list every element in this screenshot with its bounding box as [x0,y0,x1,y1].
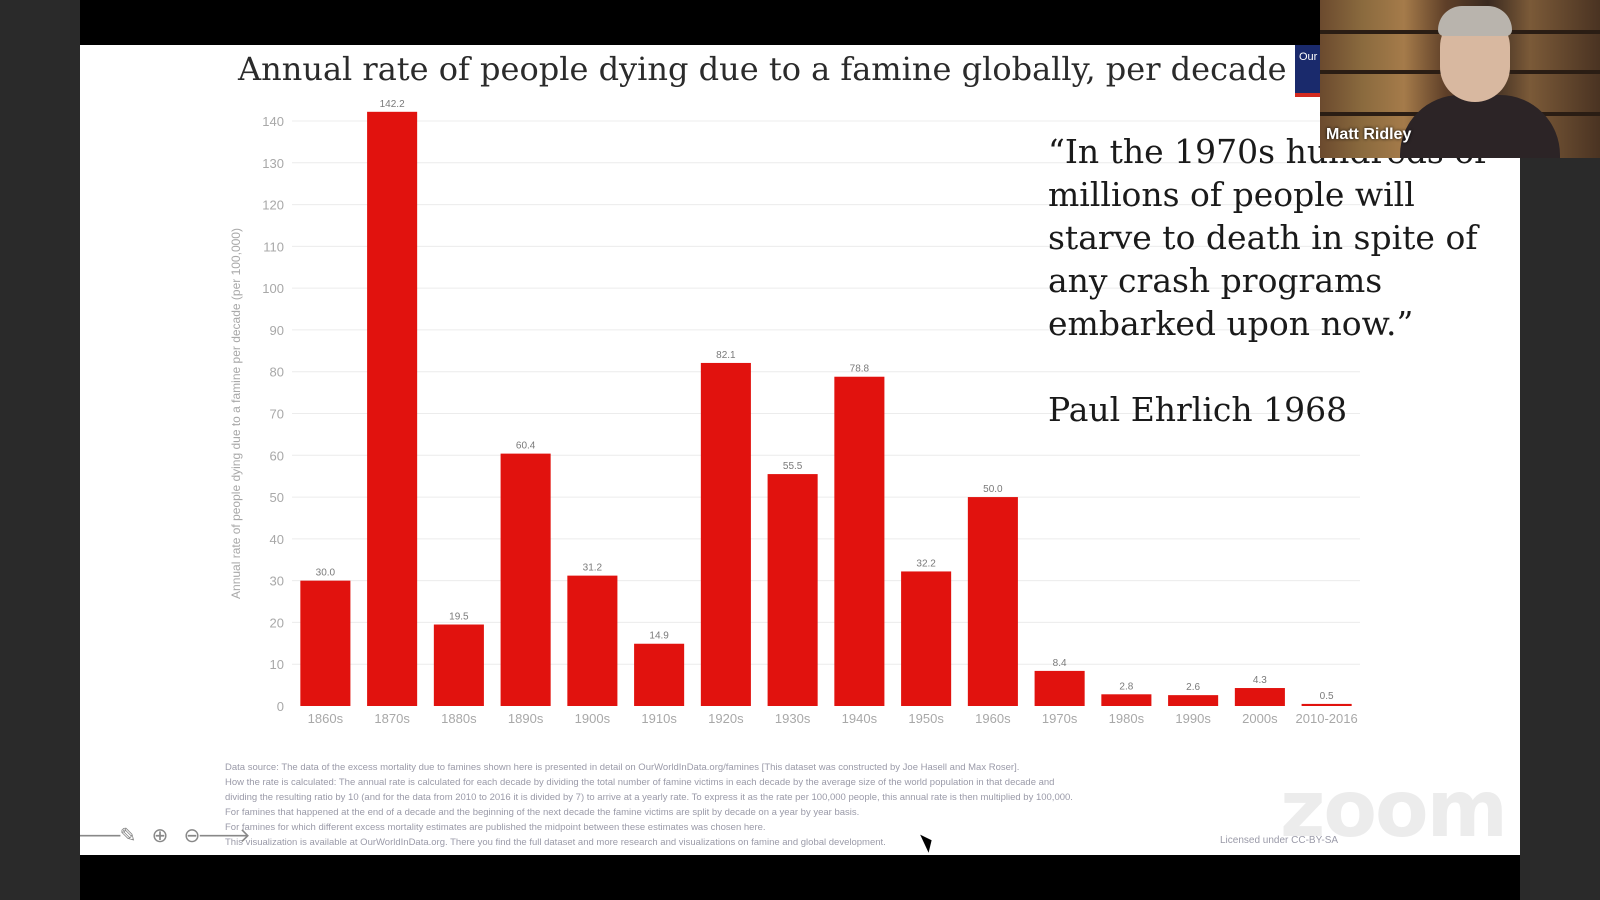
y-tick-label: 120 [262,198,284,213]
bar-value-label: 82.1 [716,350,736,361]
bar-value-label: 142.2 [380,99,405,110]
y-tick-label: 10 [270,657,284,672]
y-tick-label: 30 [270,574,284,589]
bar [967,497,1018,706]
x-tick-label: 1930s [775,711,811,726]
participant-name: Matt Ridley [1326,126,1412,143]
footnote-line: dividing the resulting ratio by 10 (and … [225,792,1073,803]
bar [834,376,885,706]
x-tick-label: 1880s [441,711,477,726]
x-tick-label: 2010-2016 [1296,711,1358,726]
bar [433,624,484,706]
y-tick-label: 110 [263,239,284,254]
x-tick-label: 1860s [308,711,344,726]
participant-body [1400,95,1560,158]
bar-value-label: 31.2 [583,563,603,574]
y-tick-label: 90 [270,323,284,338]
slide-title: Annual rate of people dying due to a fam… [238,50,1287,88]
bar-value-label: 78.8 [850,364,870,375]
famine-bar-chart: 0 10 20 30 40 50 60 70 80 90 100 110 120 130 140 Annual… [229,99,1360,726]
bar-value-label: 0.5 [1320,691,1334,702]
x-tick-label: 1950s [908,711,944,726]
bars [300,111,1352,707]
bar [901,571,952,706]
bar-value-label: 2.8 [1119,681,1133,692]
footnote-line: For famines that happened at the end of … [225,807,860,818]
footnote-line: How the rate is calculated: The annual r… [225,777,1055,788]
x-tick-label: 1920s [708,711,744,726]
zoom-in-icon[interactable]: ⊕ [151,824,169,847]
bar [1234,688,1285,706]
y-tick-label: 130 [262,156,284,171]
left-letterbox [0,0,80,900]
x-tick-label: 1990s [1175,711,1211,726]
bar-value-label: 2.6 [1186,682,1200,693]
arrow-right-icon[interactable]: 🡒 [197,824,251,847]
x-tick-label: 1890s [508,711,544,726]
y-tick-label: 100 [262,281,284,296]
zoom-watermark: zoom [1280,765,1508,855]
footnote-line: For famines for which different excess m… [225,822,766,833]
footnote-line: Data source: The data of the excess mort… [225,762,1020,773]
slide-controls: 🡐 ✎ ⊕ ⊖ 🡒 [80,820,251,850]
bar-value-label: 19.5 [449,612,469,623]
ehrlich-quote: “In the 1970s hundreds of millions of pe… [1048,132,1487,343]
bar [567,575,618,706]
y-tick-label: 50 [270,490,284,505]
y-tick-label: 80 [270,365,284,380]
presentation-slide: Annual rate of people dying due to a fam… [80,45,1520,855]
bar [1168,695,1219,706]
bar-value-label: 14.9 [649,631,669,642]
zoom-out-icon[interactable]: ⊖ [183,824,201,847]
bar-value-label: 60.4 [516,441,536,452]
bar-value-label: 32.2 [916,558,936,569]
y-tick-label: 70 [270,407,284,422]
participant-hair [1438,6,1512,36]
y-axis-label: Annual rate of people dying due to a fam… [229,228,243,599]
bar-value-label: 8.4 [1053,658,1067,669]
license-text: Licensed under CC-BY-SA [1220,835,1339,846]
footnote-line: This visualization is available at OurWo… [225,837,886,848]
y-tick-label: 60 [270,448,284,463]
x-tick-label: 1960s [975,711,1011,726]
y-tick-label: 140 [262,114,284,129]
bar-value-label: 4.3 [1253,675,1267,686]
bar [1301,703,1352,706]
chart-footnotes: Data source: The data of the excess mort… [225,760,1375,850]
y-tick-label: 0 [277,699,284,714]
x-tick-label: 1870s [374,711,410,726]
x-tick-label: 1900s [575,711,611,726]
bar [300,580,351,706]
labels: 0 10 20 30 40 50 60 70 80 90 100 110 120 130 140 Annual… [229,99,1358,726]
arrow-left-icon[interactable]: 🡐 [80,824,123,847]
bar [634,643,685,706]
x-tick-label: 1980s [1109,711,1145,726]
bar-value-label: 50.0 [983,484,1003,495]
bar [367,111,418,707]
participant-video-tile[interactable]: Matt Ridley [1320,0,1600,158]
bar [1034,670,1085,706]
x-tick-label: 1970s [1042,711,1078,726]
x-tick-label: 2000s [1242,711,1278,726]
bar-value-label: 30.0 [316,568,336,579]
bar [767,474,818,706]
y-tick-label: 20 [270,615,284,630]
bar [700,362,751,706]
quote-author: Paul Ehrlich 1968 [1048,390,1348,429]
bar-value-label: 55.5 [783,461,803,472]
pencil-icon[interactable]: ✎ [119,824,137,847]
x-tick-label: 1940s [842,711,878,726]
bar [1101,694,1152,706]
x-tick-label: 1910s [641,711,677,726]
bar [500,453,551,706]
y-tick-label: 40 [270,532,284,547]
